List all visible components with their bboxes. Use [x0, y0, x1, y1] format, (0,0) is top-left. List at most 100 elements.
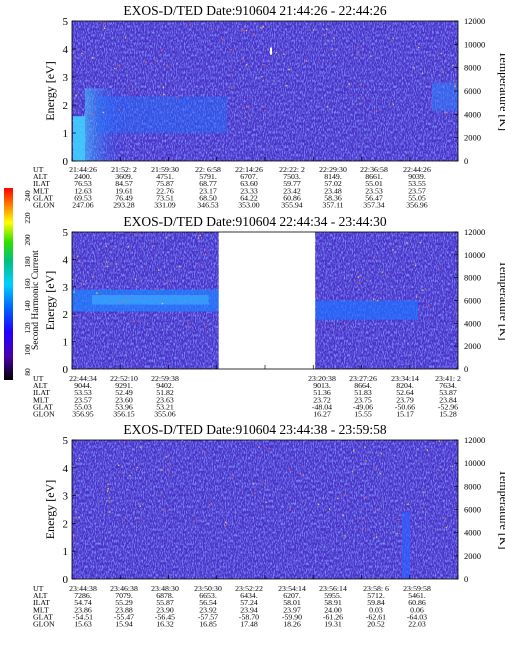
y-tick-label: 2: [63, 518, 69, 530]
y-tick-label: 1: [63, 546, 69, 558]
ephemeris-cell: 23.42: [283, 186, 301, 195]
noise-pixel: [92, 276, 94, 278]
noise-pixel: [422, 289, 424, 291]
noise-pixel: [145, 62, 147, 64]
noise-pixel: [261, 75, 263, 78]
y-tick-label: 0: [63, 574, 69, 586]
ephemeris-cell: 355.06: [154, 410, 176, 419]
y2-tick-label: 6000: [464, 296, 481, 306]
noise-pixel: [445, 526, 448, 529]
ephemeris-cell: 21:44:26: [69, 165, 97, 174]
ephemeris-cell: 357.34: [363, 201, 385, 210]
noise-pixel: [189, 23, 191, 26]
colorbar-gradient: [4, 188, 13, 380]
noise-pixel: [115, 263, 117, 265]
ephemeris-cell: 9291.: [115, 381, 133, 390]
noise-pixel: [325, 28, 328, 30]
ephemeris-row-label: GLON: [33, 620, 55, 629]
ephemeris-cell: 23.94: [240, 605, 258, 614]
noise-pixel: [241, 57, 243, 60]
ephemeris-cell: 23.75: [354, 395, 372, 404]
ephemeris-cell: -64.03: [407, 612, 427, 621]
noise-pixel: [73, 535, 75, 537]
y2-axis-label: Temperature [K]: [497, 51, 505, 131]
noise-pixel: [164, 510, 166, 512]
ephemeris-row-label: UT: [33, 165, 44, 174]
ephemeris-cell: 356.15: [113, 410, 135, 419]
noise-pixel: [168, 470, 170, 472]
ion-population-band: [315, 300, 418, 320]
noise-pixel: [362, 528, 364, 530]
ephemeris-row-label: GLON: [33, 410, 55, 419]
noise-pixel: [392, 249, 394, 251]
noise-pixel: [160, 469, 162, 471]
ephemeris-cell: 23:52:22: [235, 584, 263, 593]
y2-tick-label: 10000: [464, 250, 485, 260]
ephemeris-cell: 23.57: [408, 186, 426, 195]
y-tick-label: 5: [63, 16, 69, 28]
noise-pixel: [323, 34, 326, 36]
noise-pixel: [193, 520, 195, 522]
noise-pixel: [442, 71, 444, 73]
noise-pixel: [415, 296, 418, 298]
ephemeris-cell: -50.66: [395, 402, 415, 411]
noise-pixel: [187, 322, 189, 325]
ephemeris-cell: 6207.: [283, 591, 301, 600]
ephemeris-row-label: MLT: [33, 186, 49, 195]
ephemeris-cell: 23:46:38: [110, 584, 138, 593]
colorbar-tick-label: 240: [23, 190, 32, 202]
y-tick-label: 5: [63, 435, 69, 447]
noise-pixel: [114, 67, 116, 70]
ephemeris-cell: 60.86: [408, 598, 426, 607]
noise-pixel: [123, 519, 125, 521]
noise-pixel: [268, 447, 271, 449]
ion-population-band: [92, 295, 209, 305]
colorbar-label: Second Harmonic Current: [31, 250, 41, 350]
ephemeris-cell: 21:52: 2: [111, 165, 137, 174]
ephemeris-cell: 22:22: 2: [279, 165, 305, 174]
y-tick-label: 0: [63, 364, 69, 376]
ephemeris-cell: 57.02: [324, 179, 342, 188]
y-axis-label: Energy [eV]: [43, 271, 57, 330]
ephemeris-row-label: ILAT: [33, 598, 50, 607]
y-tick-label: 4: [63, 254, 69, 266]
y2-axis-label: Temperature [K]: [497, 469, 505, 549]
ephemeris-cell: 55.29: [115, 598, 133, 607]
ephemeris-cell: 23:27:26: [349, 374, 377, 383]
ephemeris-cell: 6653.: [199, 591, 217, 600]
colorbar-tick-label: 200: [23, 234, 32, 246]
noise-pixel: [376, 509, 378, 511]
noise-pixel: [452, 64, 454, 66]
noise-pixel: [407, 503, 409, 505]
noise-pixel: [428, 304, 430, 306]
y-tick-label: 4: [63, 44, 69, 56]
ephemeris-cell: 3609.: [115, 172, 133, 181]
y-tick-label: 1: [63, 337, 69, 349]
noise-pixel: [108, 501, 111, 504]
noise-pixel: [343, 494, 345, 496]
noise-pixel: [200, 264, 203, 266]
noise-pixel: [77, 255, 79, 257]
ephemeris-cell: 23:50:30: [194, 584, 222, 593]
y2-tick-label: 8000: [464, 481, 481, 491]
y-tick-label: 0: [63, 156, 69, 168]
noise-pixel: [454, 85, 456, 87]
noise-pixel: [166, 64, 168, 66]
ephemeris-cell: 22:29:30: [319, 165, 347, 174]
ephemeris-cell: 22.03: [408, 620, 426, 629]
ephemeris-cell: -59.90: [282, 612, 302, 621]
ephemeris-cell: 23:54:14: [278, 584, 306, 593]
ephemeris-cell: 19.31: [324, 620, 342, 629]
ephemeris-table: UTALTILATMLTGLATGLON22:44:349044.53.5323…: [33, 374, 461, 419]
noise-pixel: [79, 457, 81, 460]
noise-pixel: [79, 261, 81, 264]
ephemeris-cell: -61.26: [323, 612, 343, 621]
noise-pixel: [133, 320, 135, 322]
ephemeris-cell: 15.17: [396, 410, 414, 419]
ephemeris-cell: 54.74: [74, 598, 92, 607]
ephemeris-cell: 75.87: [156, 179, 174, 188]
ephemeris-row-label: UT: [33, 584, 44, 593]
bright-spot: [270, 47, 272, 55]
ephemeris-cell: 331.09: [154, 201, 176, 210]
noise-pixel: [81, 52, 83, 55]
